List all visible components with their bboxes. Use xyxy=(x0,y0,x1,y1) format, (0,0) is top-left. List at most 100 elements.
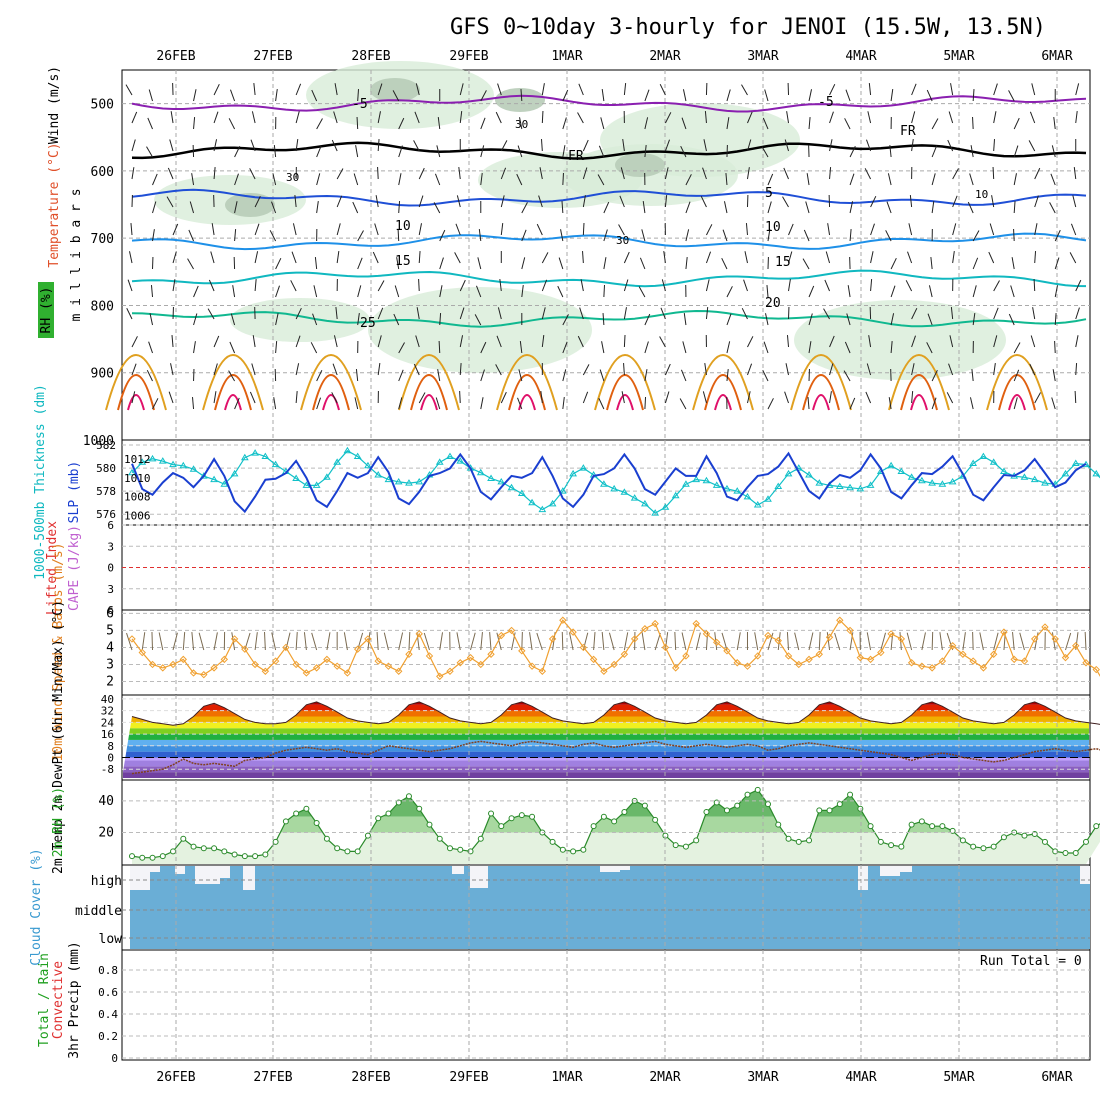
surface-wind-barb xyxy=(376,632,379,651)
thickness-point xyxy=(394,477,403,485)
wind-barb xyxy=(562,145,566,158)
thickness-point xyxy=(938,480,947,487)
rh-point xyxy=(354,848,361,855)
wind-barb xyxy=(129,251,133,264)
rh-point xyxy=(1021,832,1028,839)
wind-barb xyxy=(213,111,219,124)
rh-point xyxy=(559,846,566,853)
wind-barb xyxy=(418,167,425,180)
wind-barb xyxy=(521,285,524,298)
wind-barb xyxy=(1069,252,1077,264)
wind-barb xyxy=(865,391,872,404)
wind-barb xyxy=(352,201,359,214)
wind-barb xyxy=(829,83,836,96)
precip-tick-label: 0.2 xyxy=(98,1030,118,1043)
wind-barb xyxy=(517,145,523,158)
temperature-band xyxy=(123,757,1089,761)
cloud-gap xyxy=(243,866,255,890)
wind-barb xyxy=(597,174,605,186)
wind-barb xyxy=(911,363,915,376)
contour-labels: -5 -5 FR FR 5 10 10 15 15 20 25 30 30 30 10 xyxy=(286,95,988,331)
wind-barb xyxy=(1051,397,1056,410)
lower-panel-axis-labels: 1000-500mb Thickness (dm) SLP (mb) Lifte… xyxy=(29,384,82,1059)
wind-barb xyxy=(1013,173,1017,186)
wind-barb xyxy=(172,251,177,264)
stability-tick-label: 3 xyxy=(107,583,114,596)
surface-wind-barb xyxy=(582,632,589,651)
surface-wind-barb xyxy=(794,632,800,651)
rh-shading xyxy=(154,61,1006,380)
surface-wind-barb xyxy=(979,632,984,651)
wind-barb xyxy=(459,279,466,292)
wind-barb xyxy=(664,391,670,404)
wind-barb xyxy=(726,313,732,326)
rh-point xyxy=(344,848,351,855)
rh-point xyxy=(221,848,228,855)
wind-speed-point xyxy=(661,643,670,652)
wind-barb xyxy=(664,363,671,376)
surface-wind-barb xyxy=(674,632,677,651)
thickness-point xyxy=(487,474,495,481)
wind-barb xyxy=(1013,145,1019,158)
wind-barb xyxy=(890,341,893,354)
wind-barb xyxy=(788,223,794,236)
pressure-tick-label: 500 xyxy=(91,98,114,113)
isotherm-35-lobe xyxy=(714,394,732,411)
wind-barb xyxy=(888,397,892,410)
wind-barb xyxy=(316,173,321,186)
rh-point xyxy=(1052,848,1059,855)
thickness-point xyxy=(641,499,649,507)
surface-wind-barb xyxy=(593,632,596,651)
contour-label: -5 xyxy=(352,97,368,112)
wind-speed-point xyxy=(477,660,485,669)
wind-barb xyxy=(290,280,297,292)
wind-barb xyxy=(131,391,136,404)
temperature-band xyxy=(123,734,1089,740)
wind-speed-point xyxy=(856,653,865,662)
upper-air-y-ticks: 500 600 700 800 900 1000 xyxy=(83,98,114,449)
isotherm-25-lobe xyxy=(888,354,950,411)
wind-barb xyxy=(398,397,403,410)
wind-barb xyxy=(867,111,872,124)
wind-barb xyxy=(416,307,420,320)
temperature-band xyxy=(123,722,1089,729)
wind-barb xyxy=(414,111,420,124)
isotherm-35-lobe xyxy=(420,394,438,411)
rh-point xyxy=(908,821,915,828)
thickness-point xyxy=(856,484,865,492)
wind-barb xyxy=(393,313,400,326)
wind-barb xyxy=(336,195,343,208)
wind-barb xyxy=(619,195,625,208)
wind-barb xyxy=(849,173,855,186)
wind-barb xyxy=(500,140,508,152)
wind-barb xyxy=(909,195,913,208)
wind-barb xyxy=(661,279,666,292)
surface-wind-barb xyxy=(866,632,872,651)
rh-point xyxy=(929,823,936,830)
wind-barb xyxy=(1054,229,1061,242)
wind-barb xyxy=(952,168,959,180)
surface-wind-barb xyxy=(264,632,266,651)
contour-label: 10 xyxy=(975,188,988,201)
rh-point xyxy=(149,854,156,861)
thickness-tick-label: 580 xyxy=(96,462,116,475)
wind-speed-point xyxy=(251,660,259,669)
thickness-point xyxy=(323,473,331,480)
wind-barb xyxy=(844,118,851,130)
wind-barb xyxy=(540,138,543,152)
wind-barb xyxy=(147,117,153,130)
wind-barb xyxy=(785,363,790,376)
rh-point xyxy=(170,848,177,855)
wind-speed-point xyxy=(682,652,690,660)
rh-shading-core xyxy=(225,193,275,217)
surface-wind-barb xyxy=(198,632,205,651)
rh-point xyxy=(549,838,556,845)
wind-barb xyxy=(230,313,236,326)
wind-barb xyxy=(782,196,789,208)
wind-barb xyxy=(741,84,748,96)
cloud-cover-fill xyxy=(130,866,1090,949)
wind-barb xyxy=(477,257,482,270)
cloud-gap xyxy=(900,866,912,872)
thickness-point xyxy=(374,471,383,478)
rh-point xyxy=(775,821,782,828)
